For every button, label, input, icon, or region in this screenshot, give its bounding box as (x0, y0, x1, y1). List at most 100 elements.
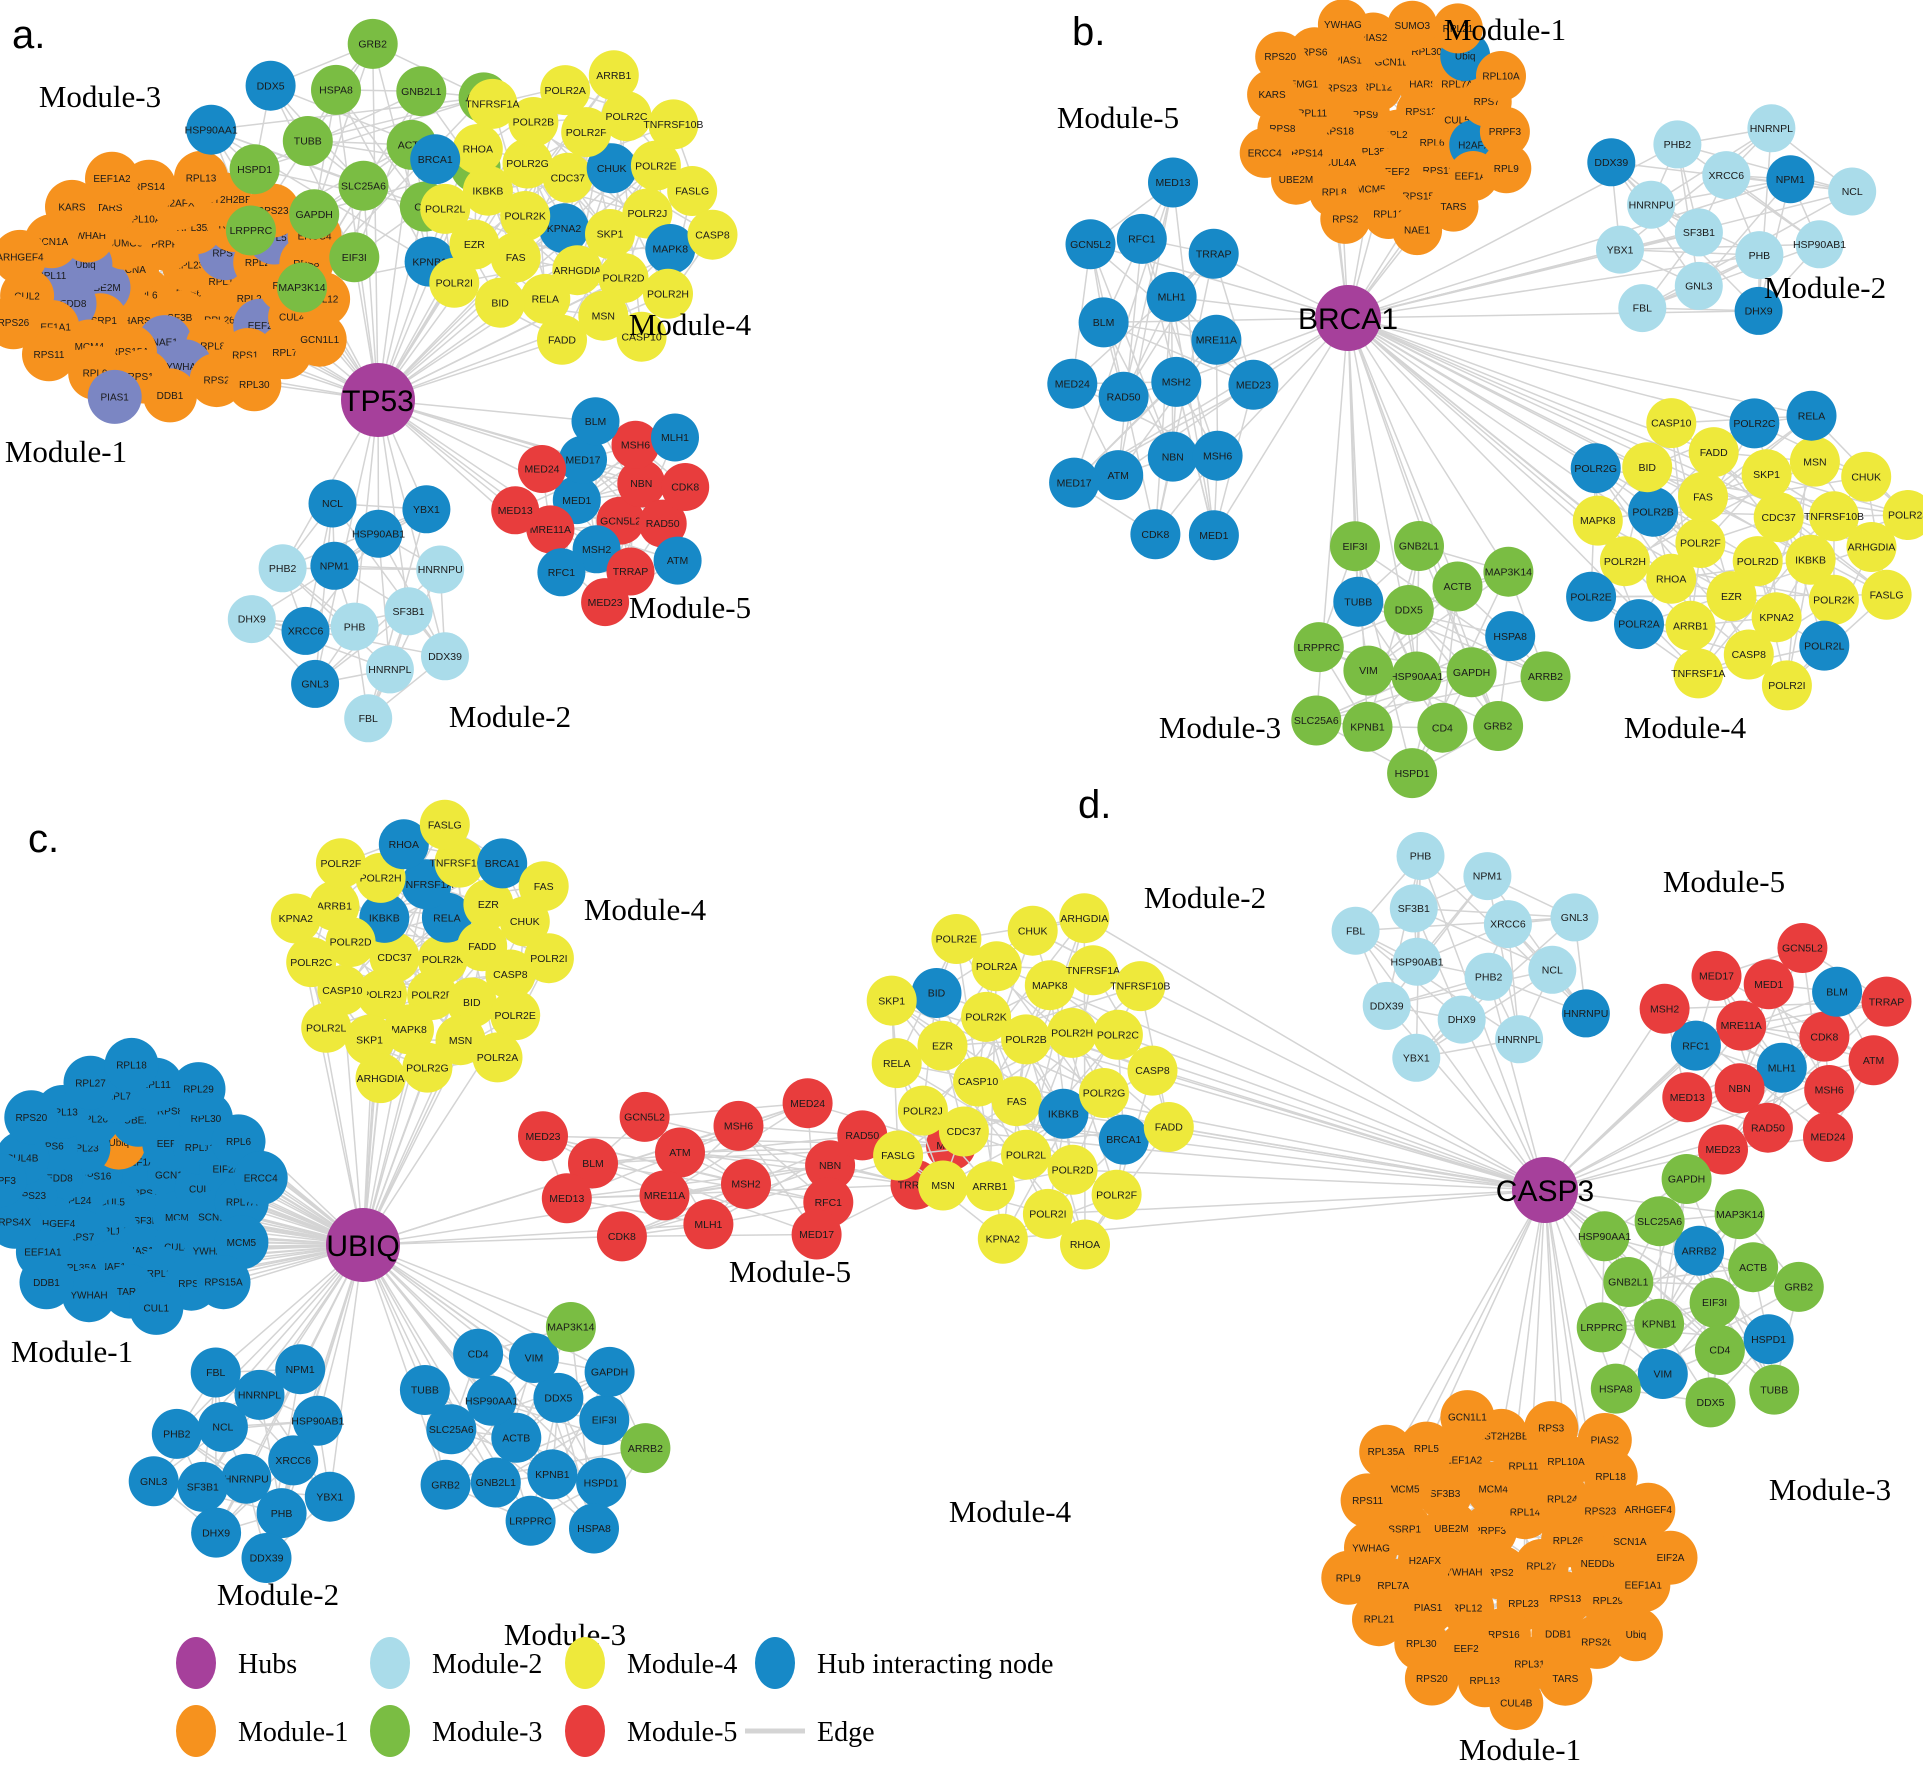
hub-label-UBIQ: UBIQ (326, 1230, 399, 1263)
gene-label: GCN1L1 (155, 1170, 194, 1181)
gene-label: CUL2 (14, 291, 40, 302)
gene-node-YBX1 (1596, 225, 1644, 274)
gene-node-POLR2I (1022, 1188, 1073, 1239)
gene-label: SCN1A (35, 237, 69, 248)
edge (1354, 930, 1546, 1191)
gene-node-CASP8 (1723, 629, 1774, 680)
gene-label: GRB2 (1785, 1282, 1814, 1294)
gene-label: YWHAH (70, 1291, 107, 1302)
gene-label: RPL30 (239, 380, 270, 391)
gene-label: TNFRSF10B (429, 857, 489, 869)
gene-node-MED1 (1743, 959, 1794, 1010)
gene-node-GRB2 (1473, 701, 1524, 751)
gene-label: RPS16 (80, 1171, 112, 1182)
edge (1355, 916, 1575, 932)
edge (1089, 244, 1174, 457)
gene-node-MRE11A (1716, 1000, 1767, 1051)
gene-node-RHOA (1646, 553, 1697, 604)
gene-label: CUL2 (189, 1184, 215, 1195)
gene-label: RPL26 (78, 1115, 109, 1126)
panel-b: MSH2 RAD50 MLH1 NBN BLM MRE11A ATM RFC1 MSH6 MED2… (1047, 0, 1923, 799)
gene-label: GNB2L1 (1608, 1277, 1648, 1289)
gene-node-POLR2L (301, 1002, 352, 1053)
gene-node-TNFRSF10B (648, 99, 699, 150)
gene-label: PHB2 (269, 563, 297, 575)
gene-label: EIF2A (213, 1164, 241, 1175)
gene-label: FAS (534, 881, 554, 893)
gene-label: EZR (478, 899, 499, 911)
gene-node-HSPD1 (1387, 748, 1438, 799)
gene-label: ARHGDIA (1848, 542, 1896, 554)
gene-node-PHB2 (151, 1408, 202, 1459)
gene-label: HSPA8 (1493, 631, 1527, 643)
gene-label: GCN1L1 (1448, 1413, 1487, 1424)
edge (1722, 1036, 1825, 1151)
gene-node-POLR2D (1732, 536, 1783, 587)
gene-node-POLR2C (286, 937, 337, 988)
gene-node-TARS (1428, 181, 1479, 232)
gene-node-RPL18 (104, 1037, 159, 1092)
module-label-c-m5: Module-5 (729, 1254, 851, 1289)
gene-label: RPS26 (1581, 1637, 1613, 1648)
gene-label: RPL11 (1297, 108, 1327, 119)
gene-node-POLR2F (1675, 518, 1726, 568)
gene-label: MSH2 (731, 1179, 760, 1191)
gene-node-RPS11 (22, 327, 76, 382)
gene-node-YBX1 (402, 485, 451, 534)
gene-label: MED1 (562, 495, 591, 507)
gene-label: HSP90AA1 (1578, 1231, 1631, 1243)
gene-label: POLR2B (513, 117, 554, 129)
gene-label: MAP3K14 (1716, 1209, 1763, 1221)
gene-node-PHB (1396, 832, 1445, 880)
gene-label: DDX5 (1395, 605, 1423, 617)
gene-label: HSP90AB1 (352, 528, 405, 540)
module-label-b-m3: Module-3 (1159, 710, 1281, 745)
gene-label: GRB2 (1484, 721, 1513, 733)
gene-node-DDX39 (241, 1533, 292, 1583)
gene-label: MED23 (588, 597, 623, 609)
module-label-a-m1: Module-1 (5, 434, 127, 469)
gene-node-EIF3I (1330, 521, 1380, 572)
gene-label: IKBKB (472, 185, 503, 197)
gene-label: RPS20 (1264, 52, 1296, 63)
gene-node-ARRB1 (309, 880, 360, 931)
gene-node-EIF3I (1689, 1277, 1740, 1328)
gene-label: NCL (322, 498, 343, 510)
node-layer: PHB2 HSP90AB1 XRCC6 DHX9 SF3B1 NCL DDX39 NPM1 HN… (866, 832, 1912, 1731)
gene-label: ATM (667, 555, 688, 567)
edge (362, 1244, 497, 1483)
gene-label: IKBKB (1048, 1109, 1079, 1121)
gene-label: MLH1 (661, 432, 689, 444)
gene-label: MED24 (1810, 1132, 1845, 1144)
gene-label: RPL11 (36, 271, 66, 282)
gene-node-BRCA1 (1098, 1114, 1149, 1165)
gene-label: RPL21 (1364, 1615, 1395, 1626)
gene-label: RPS2 (1332, 214, 1359, 225)
gene-node-ARHGDIA (552, 245, 603, 296)
gene-label: RPL21 (1443, 24, 1474, 35)
gene-node-KPNA2 (977, 1213, 1028, 1264)
gene-label: POLR2C (1097, 1030, 1139, 1042)
gene-node-NBN (805, 1140, 856, 1191)
gene-node-RHOA (452, 124, 503, 174)
gene-label: RPL35A (1368, 1447, 1406, 1458)
gene-node-CASP8 (687, 209, 738, 260)
gene-label: RPL29 (1593, 1596, 1624, 1607)
gene-label: ERCC4 (244, 1173, 278, 1184)
gene-node-BLM (1078, 297, 1129, 348)
gene-label: RPL9 (1336, 1573, 1361, 1584)
gene-node-FBL (1618, 284, 1667, 333)
gene-label: RHOA (389, 839, 419, 851)
edge (1500, 1189, 1546, 1437)
gene-node-POLR2E (630, 140, 681, 191)
gene-node-VIM (1637, 1349, 1688, 1399)
gene-node-RPS26 (0, 295, 41, 350)
gene-label: YWHAH (1445, 1568, 1482, 1579)
gene-node-TUBB (399, 1365, 450, 1415)
gene-node-POLR2G (402, 1042, 453, 1093)
node-layer: RPS6RPL6RPL23SF3B3PCNARPL14HARSPRPF3RPL2… (0, 18, 738, 743)
gene-node-EIF3I (579, 1395, 630, 1445)
gene-label: RAD50 (646, 518, 680, 530)
gene-node-TARS (1538, 1651, 1593, 1706)
gene-label: PHB (271, 1508, 293, 1520)
